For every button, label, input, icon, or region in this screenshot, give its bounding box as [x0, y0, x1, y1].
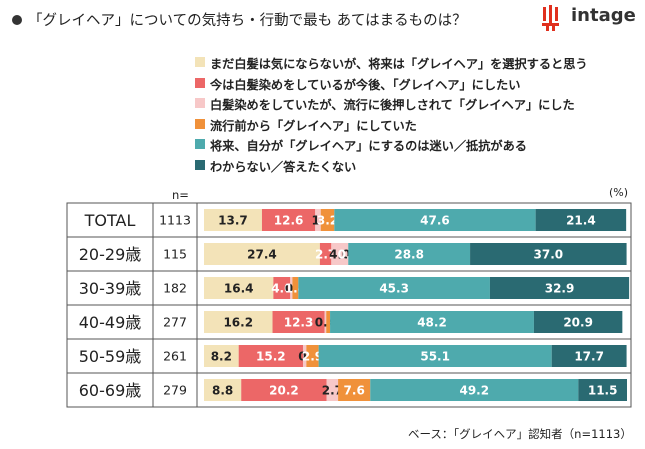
bar-segment [241, 379, 327, 401]
bar-segment [348, 243, 471, 265]
bar-segment [302, 345, 307, 367]
data-label: 49.2 [459, 384, 489, 398]
bar-segment [298, 277, 490, 299]
bar-segment [204, 277, 274, 299]
data-label: 4.0 [271, 282, 292, 296]
bar-segment [238, 345, 303, 367]
bar-segment [334, 209, 536, 231]
intage-logo [542, 5, 559, 31]
legend-label: 白髪染めをしていたが、流行に後押しされて「グレイヘア」にした [210, 98, 575, 112]
data-label: 17.7 [574, 350, 604, 364]
bar-segment [324, 311, 327, 333]
bar-segment [331, 243, 349, 265]
bar-segment [489, 277, 630, 299]
bar-segment [318, 345, 552, 367]
bar-segment [204, 379, 242, 401]
bar-segment [273, 277, 291, 299]
bar-segment [290, 277, 293, 299]
data-label: 16.2 [223, 316, 253, 330]
title-bullet [12, 15, 22, 25]
data-label: 8.8 [212, 384, 233, 398]
data-label: 45.3 [379, 282, 409, 296]
legend-swatch [195, 98, 205, 108]
bar-segment [330, 311, 534, 333]
n-value: 277 [163, 315, 187, 330]
bar-segment [261, 209, 316, 231]
n-value: 182 [163, 281, 187, 296]
n-header: n= [172, 188, 189, 202]
category-label: 20-29歳 [79, 245, 142, 264]
data-label: 13.7 [218, 214, 248, 228]
n-value: 261 [163, 349, 187, 364]
footnote: ベース：「グレイヘア」認知者（n=1113） [408, 427, 632, 441]
bar-segment [204, 243, 320, 265]
data-label: 32.9 [545, 282, 575, 296]
data-label: 27.4 [247, 248, 277, 262]
bar-segment [326, 311, 331, 333]
data-label: 3.2 [317, 214, 338, 228]
data-label: 20.2 [269, 384, 299, 398]
category-label: 60-69歳 [79, 381, 142, 400]
data-label: 2.7 [315, 248, 336, 262]
intage-logo-mark-icon [542, 5, 559, 31]
bar-segment [204, 311, 273, 333]
legend-swatch [195, 77, 205, 88]
logo-text: intage [571, 5, 636, 26]
legend-swatch [195, 139, 205, 149]
data-label: 47.6 [420, 214, 450, 228]
bar-segment [551, 345, 627, 367]
data-label: 16.4 [224, 282, 254, 296]
bar-segment [272, 311, 325, 333]
data-label: 2.9 [302, 350, 323, 364]
unit-label: (%) [609, 186, 629, 199]
bar-segment [320, 209, 335, 231]
bar-segment [338, 379, 371, 401]
bar-segment [535, 209, 627, 231]
legend-swatch [195, 118, 205, 129]
category-label: 30-39歳 [79, 279, 142, 298]
bar-segment [533, 311, 623, 333]
legend-label: 今は白髪染めをしているが今後、「グレイヘア」にしたい [210, 77, 521, 92]
data-label: 12.3 [284, 316, 314, 330]
data-label: 12.6 [274, 214, 304, 228]
bar-segment [370, 379, 579, 401]
n-value: 279 [163, 383, 187, 398]
legend-label: 流行前から「グレイヘア」にしていた [210, 118, 417, 133]
data-label: 37.0 [534, 248, 564, 262]
chart-title: 「グレイヘア」についての気持ち・行動で最も あてはまるものは？ [28, 13, 467, 29]
bar-segment [315, 209, 321, 231]
data-label: 20.9 [563, 316, 593, 330]
bar-segment [319, 243, 332, 265]
legend-label: わからない／答えたくない [210, 159, 357, 174]
data-label: 11.5 [588, 384, 618, 398]
legend-swatch [195, 57, 205, 67]
category-label: TOTAL [84, 211, 136, 230]
data-label: 55.1 [420, 350, 450, 364]
data-label: 4.0 [329, 248, 350, 262]
data-label: 2.7 [322, 384, 343, 398]
data-label: 28.8 [394, 248, 424, 262]
data-label: 8.2 [211, 350, 232, 364]
data-label: 15.2 [256, 350, 286, 364]
bar-segment [204, 345, 239, 367]
legend-swatch [195, 159, 205, 170]
category-label: 40-49歳 [79, 313, 142, 332]
n-value: 1113 [159, 213, 191, 228]
n-value: 115 [163, 247, 187, 262]
bar-segment [470, 243, 627, 265]
data-label: 48.2 [417, 316, 447, 330]
bar-segment [326, 379, 339, 401]
data-label: 21.4 [566, 214, 596, 228]
category-label: 50-59歳 [79, 347, 142, 366]
legend-label: まだ白髪は気にならないが、将来は「グレイヘア」を選択すると思う [210, 57, 588, 71]
data-label: 7.6 [344, 384, 365, 398]
legend-label: 将来、自分が「グレイヘア」にするのは迷い／抵抗がある [210, 139, 527, 153]
bar-segment [292, 277, 299, 299]
bar-segment [306, 345, 319, 367]
bar-segment [578, 379, 627, 401]
bar-segment [204, 209, 262, 231]
